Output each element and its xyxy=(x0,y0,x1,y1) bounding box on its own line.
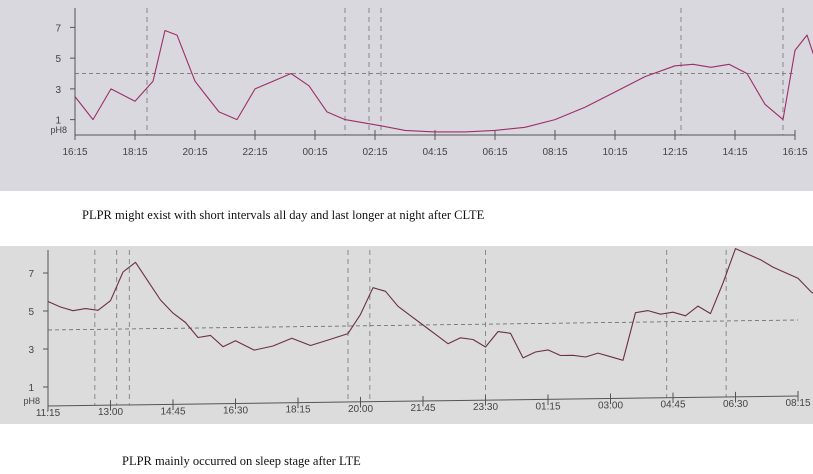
x-tick-label-3: 14:45 xyxy=(160,406,185,417)
x-tick-label-10: 03:00 xyxy=(598,401,623,412)
x-tick-label-8: 23:30 xyxy=(473,402,498,413)
y-tick-label-5: 5 xyxy=(28,307,34,318)
x-tick-label-1: 11:15 xyxy=(36,408,61,419)
ph-chart-2: 1 3 5 7 pH8 11:15 13:00 14:45 16:30 18:15 20:00 21:… xyxy=(23,248,813,419)
x-tick-label-9: 08:15 xyxy=(542,147,567,158)
y-tick-label-7: 7 xyxy=(28,269,34,280)
y-tick-label-1: 1 xyxy=(55,116,61,127)
x-tick-label-1: 16:15 xyxy=(62,147,87,158)
x-tick-label-2: 13:00 xyxy=(98,407,123,418)
x-tick-label-13: 16:15 xyxy=(782,147,807,158)
x-tick-label-4: 16:30 xyxy=(223,406,248,417)
x-tick-label-6: 20:00 xyxy=(348,404,373,415)
x-tick-label-12: 06:30 xyxy=(723,399,748,410)
x-tick-label-11: 04:45 xyxy=(660,400,685,411)
y-tick-label-1: 1 xyxy=(28,383,34,394)
y-tick-label-3: 3 xyxy=(55,85,61,96)
x-tick-label-10: 10:15 xyxy=(602,147,627,158)
y-tick-label-7: 7 xyxy=(55,23,61,34)
x-tick-label-5: 00:15 xyxy=(302,147,327,158)
x-tick-label-6: 02:15 xyxy=(362,147,387,158)
chart-caption-2: PLPR mainly occurred on sleep stage afte… xyxy=(122,454,361,468)
y-unit-label: pH8 xyxy=(50,125,67,135)
y-tick-label-3: 3 xyxy=(28,345,34,356)
ph-chart-1: 1 3 5 7 pH8 16:15 18:15 20:15 22:15 00:15 02:15 04:… xyxy=(50,8,813,158)
chart-panel-2: 1 3 5 7 pH8 11:15 13:00 14:45 16:30 18:15 20:00 21:… xyxy=(0,246,813,424)
x-tick-label-13: 08:15 xyxy=(785,398,810,409)
x-tick-label-2: 18:15 xyxy=(122,147,147,158)
x-tick-label-5: 18:15 xyxy=(285,405,310,416)
x-tick-label-3: 20:15 xyxy=(182,147,207,158)
y-tick-label-5: 5 xyxy=(55,54,61,65)
x-tick-label-12: 14:15 xyxy=(722,147,747,158)
x-tick-label-9: 01:15 xyxy=(535,401,560,412)
x-tick-label-7: 21:45 xyxy=(410,403,435,414)
chart-panel-1: 1 3 5 7 pH8 16:15 18:15 20:15 22:15 00:15 02:15 04:… xyxy=(0,0,813,191)
reference-line xyxy=(47,319,799,331)
ph-trace-1 xyxy=(74,29,813,133)
x-tick-label-11: 12:15 xyxy=(662,147,687,158)
x-tick-label-8: 06:15 xyxy=(482,147,507,158)
ph-trace-1 xyxy=(47,248,813,361)
x-tick-label-4: 22:15 xyxy=(242,147,267,158)
y-unit-label: pH8 xyxy=(23,396,40,406)
x-tick-label-7: 04:15 xyxy=(422,147,447,158)
chart-caption-1: PLPR might exist with short intervals al… xyxy=(82,208,485,222)
